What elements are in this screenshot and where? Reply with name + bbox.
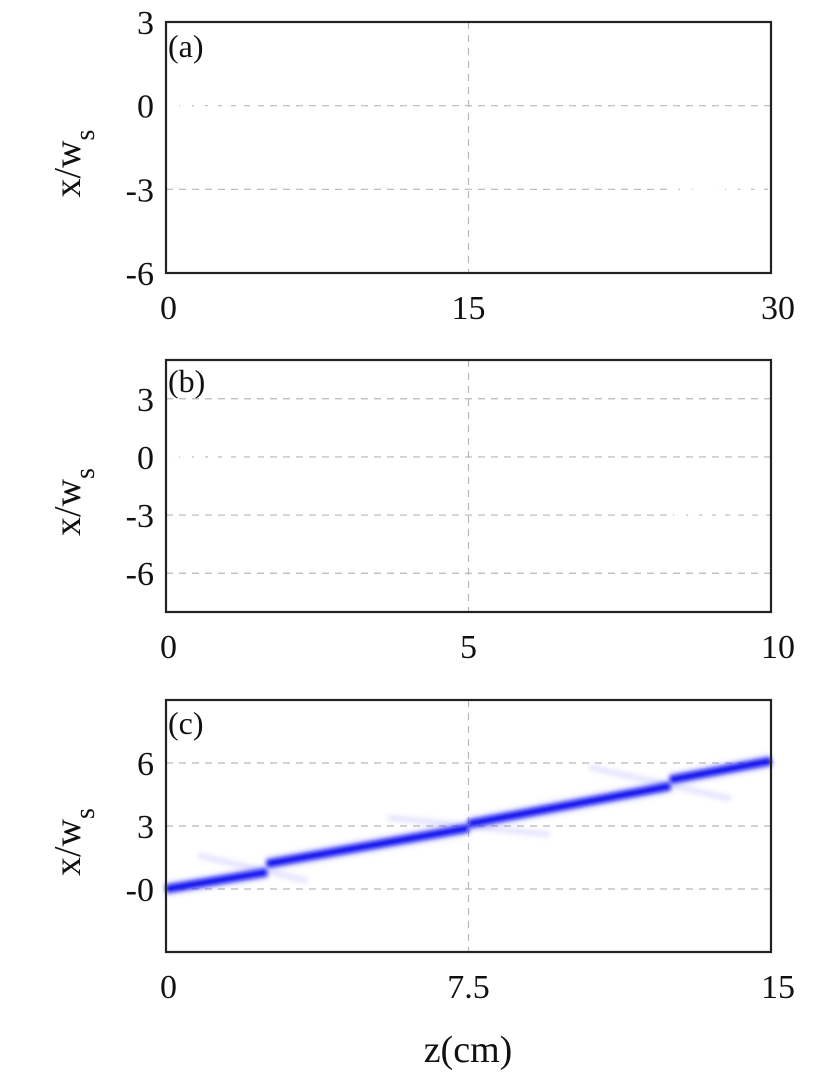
y-tick-b-1: 0: [137, 440, 154, 477]
y-tick-a-2: -3: [126, 172, 154, 209]
plot-frame-b: [164, 358, 773, 614]
y-axis-label-c: x/ws: [47, 808, 101, 876]
y-tick-b-0: 3: [137, 382, 154, 419]
plot-frame-a: [164, 20, 773, 275]
x-tick-b-1: 5: [460, 629, 477, 666]
x-tick-b-2: 10: [761, 629, 795, 666]
y-tick-a-1: 0: [137, 89, 154, 126]
y-tick-a-0: 3: [137, 5, 154, 42]
plot-frame-c: [164, 698, 773, 954]
beam-c-3: [669, 757, 772, 784]
beam-c-2: [467, 782, 671, 828]
y-tick-c-1: 3: [137, 809, 154, 846]
y-tick-c-0: 6: [137, 746, 154, 783]
x-tick-b-0: 0: [160, 629, 177, 666]
x-tick-a-1: 15: [452, 290, 486, 327]
x-tick-c-2: 15: [761, 969, 795, 1006]
y-axis-label-main-c: x/w: [47, 818, 89, 876]
y-tick-b-3: -6: [126, 556, 154, 593]
x-tick-a-2: 30: [761, 290, 795, 327]
y-axis-label-sub-b: s: [70, 468, 101, 479]
y-axis-label-main-a: x/w: [47, 140, 89, 198]
beam-c-5: [387, 815, 550, 837]
x-tick-c-1: 7.5: [447, 969, 490, 1006]
y-axis-label-main-b: x/w: [47, 478, 89, 536]
y-tick-b-2: -3: [126, 498, 154, 535]
beam-c-1: [266, 824, 470, 868]
y-tick-a-3: -6: [126, 256, 154, 293]
beam-c-6: [588, 764, 732, 802]
y-axis-label-sub-c: s: [70, 808, 101, 819]
panel-label-c: (c): [168, 705, 204, 741]
panel-label-b: (b): [168, 363, 205, 399]
x-tick-a-0: 0: [160, 290, 177, 327]
beam-c-0: [165, 868, 268, 893]
x-tick-c-0: 0: [160, 969, 177, 1006]
y-axis-label-a: x/ws: [47, 130, 101, 198]
beam-c-4: [197, 852, 308, 884]
y-tick-c-2: -0: [126, 872, 154, 909]
panel-label-a: (a): [168, 28, 204, 64]
panel-a: 30-3-60 15 30x/ws(a): [47, 5, 795, 327]
y-axis-label-sub-a: s: [70, 130, 101, 141]
panel-b: 30-3-60 5 10x/ws(b): [47, 358, 795, 666]
x-axis-label: z(cm): [424, 1029, 513, 1071]
y-axis-label-b: x/ws: [47, 468, 101, 536]
panel-c: 6 3 -0 0 7.5 15 x/ws (c): [47, 698, 795, 1006]
